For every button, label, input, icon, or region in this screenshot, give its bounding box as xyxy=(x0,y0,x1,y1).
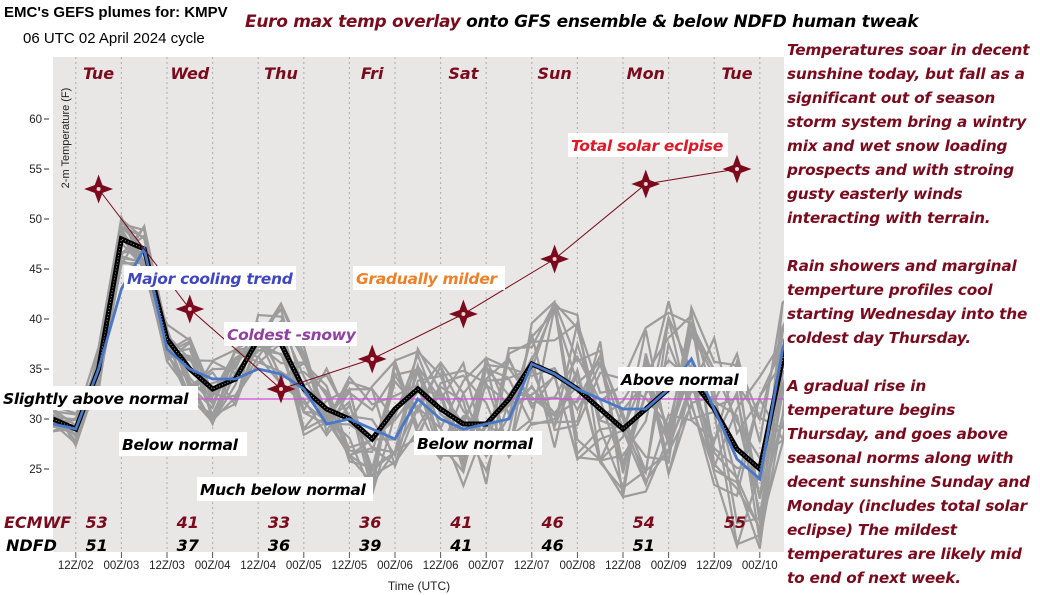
ecmwf-value: 33 xyxy=(268,513,290,532)
annotation-box xyxy=(568,133,728,157)
cycle-subtitle: 06 UTC 02 April 2024 cycle xyxy=(23,30,205,47)
y-tick-label: 40 xyxy=(29,314,42,326)
annotation-label: Below normal xyxy=(122,436,239,454)
annotation-box xyxy=(119,432,247,456)
ecmwf-marker-center xyxy=(461,312,466,316)
x-tick-label: 00Z/10 xyxy=(742,560,778,572)
ecmwf-connector-line xyxy=(98,168,738,390)
ecmwf-value: 54 xyxy=(633,513,655,532)
y-tick-label: 50 xyxy=(29,214,42,226)
plot-layer xyxy=(53,213,784,550)
y-tick-label: 45 xyxy=(29,264,42,276)
annotation-label: Coldest -snowy xyxy=(227,326,357,344)
ecmwf-marker-center xyxy=(370,357,375,361)
annotation-box xyxy=(224,322,357,346)
side-text-2: Rain showers and marginal temperture pro… xyxy=(787,257,1028,347)
y-tick-label: 55 xyxy=(29,164,42,176)
day-label: Wed xyxy=(170,64,209,83)
ensemble-member-line xyxy=(53,256,784,460)
x-tick-label: 12Z/02 xyxy=(58,560,94,572)
day-label: Tue xyxy=(83,64,114,83)
annotation-box xyxy=(0,386,198,410)
ensemble-member-line xyxy=(53,217,784,546)
ndfd-value: 37 xyxy=(177,536,200,555)
y-tick-label: 35 xyxy=(29,364,42,376)
day-label: Tue xyxy=(721,64,752,83)
annotation-box xyxy=(197,477,373,501)
ecmwf-value: 55 xyxy=(724,513,746,532)
x-tick-label: 12Z/09 xyxy=(696,560,732,572)
side-text-3: A gradual rise in temperature begins Thu… xyxy=(787,377,1030,587)
ensemble-member-line xyxy=(53,223,784,525)
x-tick-label: 00Z/06 xyxy=(377,560,413,572)
day-label: Mon xyxy=(627,64,665,83)
x-tick-label: 12Z/06 xyxy=(423,560,459,572)
chart-title: EMC's GEFS plumes for: KMPV xyxy=(4,4,228,21)
annotation-label: Total solar eclpise xyxy=(571,137,723,155)
y-tick-label: 30 xyxy=(29,414,42,426)
ndfd-value: 36 xyxy=(268,536,290,555)
day-label: Thu xyxy=(264,64,298,83)
x-tick-label: 00Z/03 xyxy=(103,560,139,572)
x-tick-label: 12Z/03 xyxy=(149,560,185,572)
ecmwf-value: 41 xyxy=(449,513,472,532)
x-tick-label: 12Z/07 xyxy=(514,560,550,572)
x-tick-label: 00Z/08 xyxy=(559,560,595,572)
control-line xyxy=(53,245,784,482)
day-label: Fri xyxy=(361,64,384,83)
ecmwf-marker-center xyxy=(96,187,101,191)
ndfd-value: 41 xyxy=(449,536,472,555)
ensemble-member-line xyxy=(53,261,784,534)
ecmwf-value: 36 xyxy=(359,513,381,532)
annotation-label: Gradually milder xyxy=(356,270,498,288)
ecmwf-value: 46 xyxy=(540,513,563,532)
ensemble-member-line xyxy=(53,240,784,485)
x-tick-label: 12Z/08 xyxy=(605,560,641,572)
annotation-label: Below normal xyxy=(417,435,534,453)
annotation-label: Much below normal xyxy=(200,481,367,499)
ecmwf-marker-center xyxy=(735,167,739,171)
ensemble-member-line xyxy=(53,230,784,498)
ecmwf-value: 53 xyxy=(85,513,107,532)
x-tick-label: 00Z/04 xyxy=(195,560,231,572)
ndfd-value: 51 xyxy=(633,536,655,555)
y-tick-label: 25 xyxy=(29,464,42,476)
x-tick-label: 12Z/05 xyxy=(331,560,367,572)
annotation-label: Slightly above normal xyxy=(3,390,189,408)
x-axis-label: Time (UTC) xyxy=(388,579,450,593)
x-tick-label: 00Z/07 xyxy=(468,560,504,572)
y-tick-label: 60 xyxy=(29,114,42,126)
headline-euro: Euro max temp overlay xyxy=(245,12,461,32)
ecmwf-marker-center xyxy=(279,387,283,391)
ndfd-value: 51 xyxy=(85,536,107,555)
day-label: Sun xyxy=(537,64,571,83)
ndfd-value: 46 xyxy=(540,536,563,555)
y-axis-label: 2-m Temperature (F) xyxy=(60,88,72,189)
annotation-label: Above normal xyxy=(620,371,739,389)
ecmwf-value: 41 xyxy=(176,513,199,532)
annotation-box xyxy=(353,266,505,290)
ndfd-row-label: NDFD xyxy=(6,536,57,555)
ndfd-value: 39 xyxy=(359,536,381,555)
side-text-1: Temperatures soar in decent sunshine tod… xyxy=(787,41,1030,227)
x-tick-label: 00Z/09 xyxy=(651,560,687,572)
headline: Euro max temp overlay onto GFS ensemble … xyxy=(245,12,919,32)
annotation-box xyxy=(414,431,542,455)
annotation-box xyxy=(124,266,296,290)
annotation-box xyxy=(618,367,747,391)
plot-background xyxy=(53,57,784,552)
x-tick-label: 12Z/04 xyxy=(240,560,276,572)
day-label: Sat xyxy=(448,64,479,83)
ecmwf-marker-center xyxy=(187,307,192,311)
annotation-label: Major cooling trend xyxy=(127,270,294,288)
ecmwf-marker-center xyxy=(643,182,648,186)
ecmwf-row-label: ECMWF xyxy=(4,513,71,532)
headline-rest: onto GFS ensemble & below NDFD human twe… xyxy=(460,12,919,32)
ecmwf-marker-center xyxy=(552,257,557,261)
x-tick-label: 00Z/05 xyxy=(286,560,322,572)
